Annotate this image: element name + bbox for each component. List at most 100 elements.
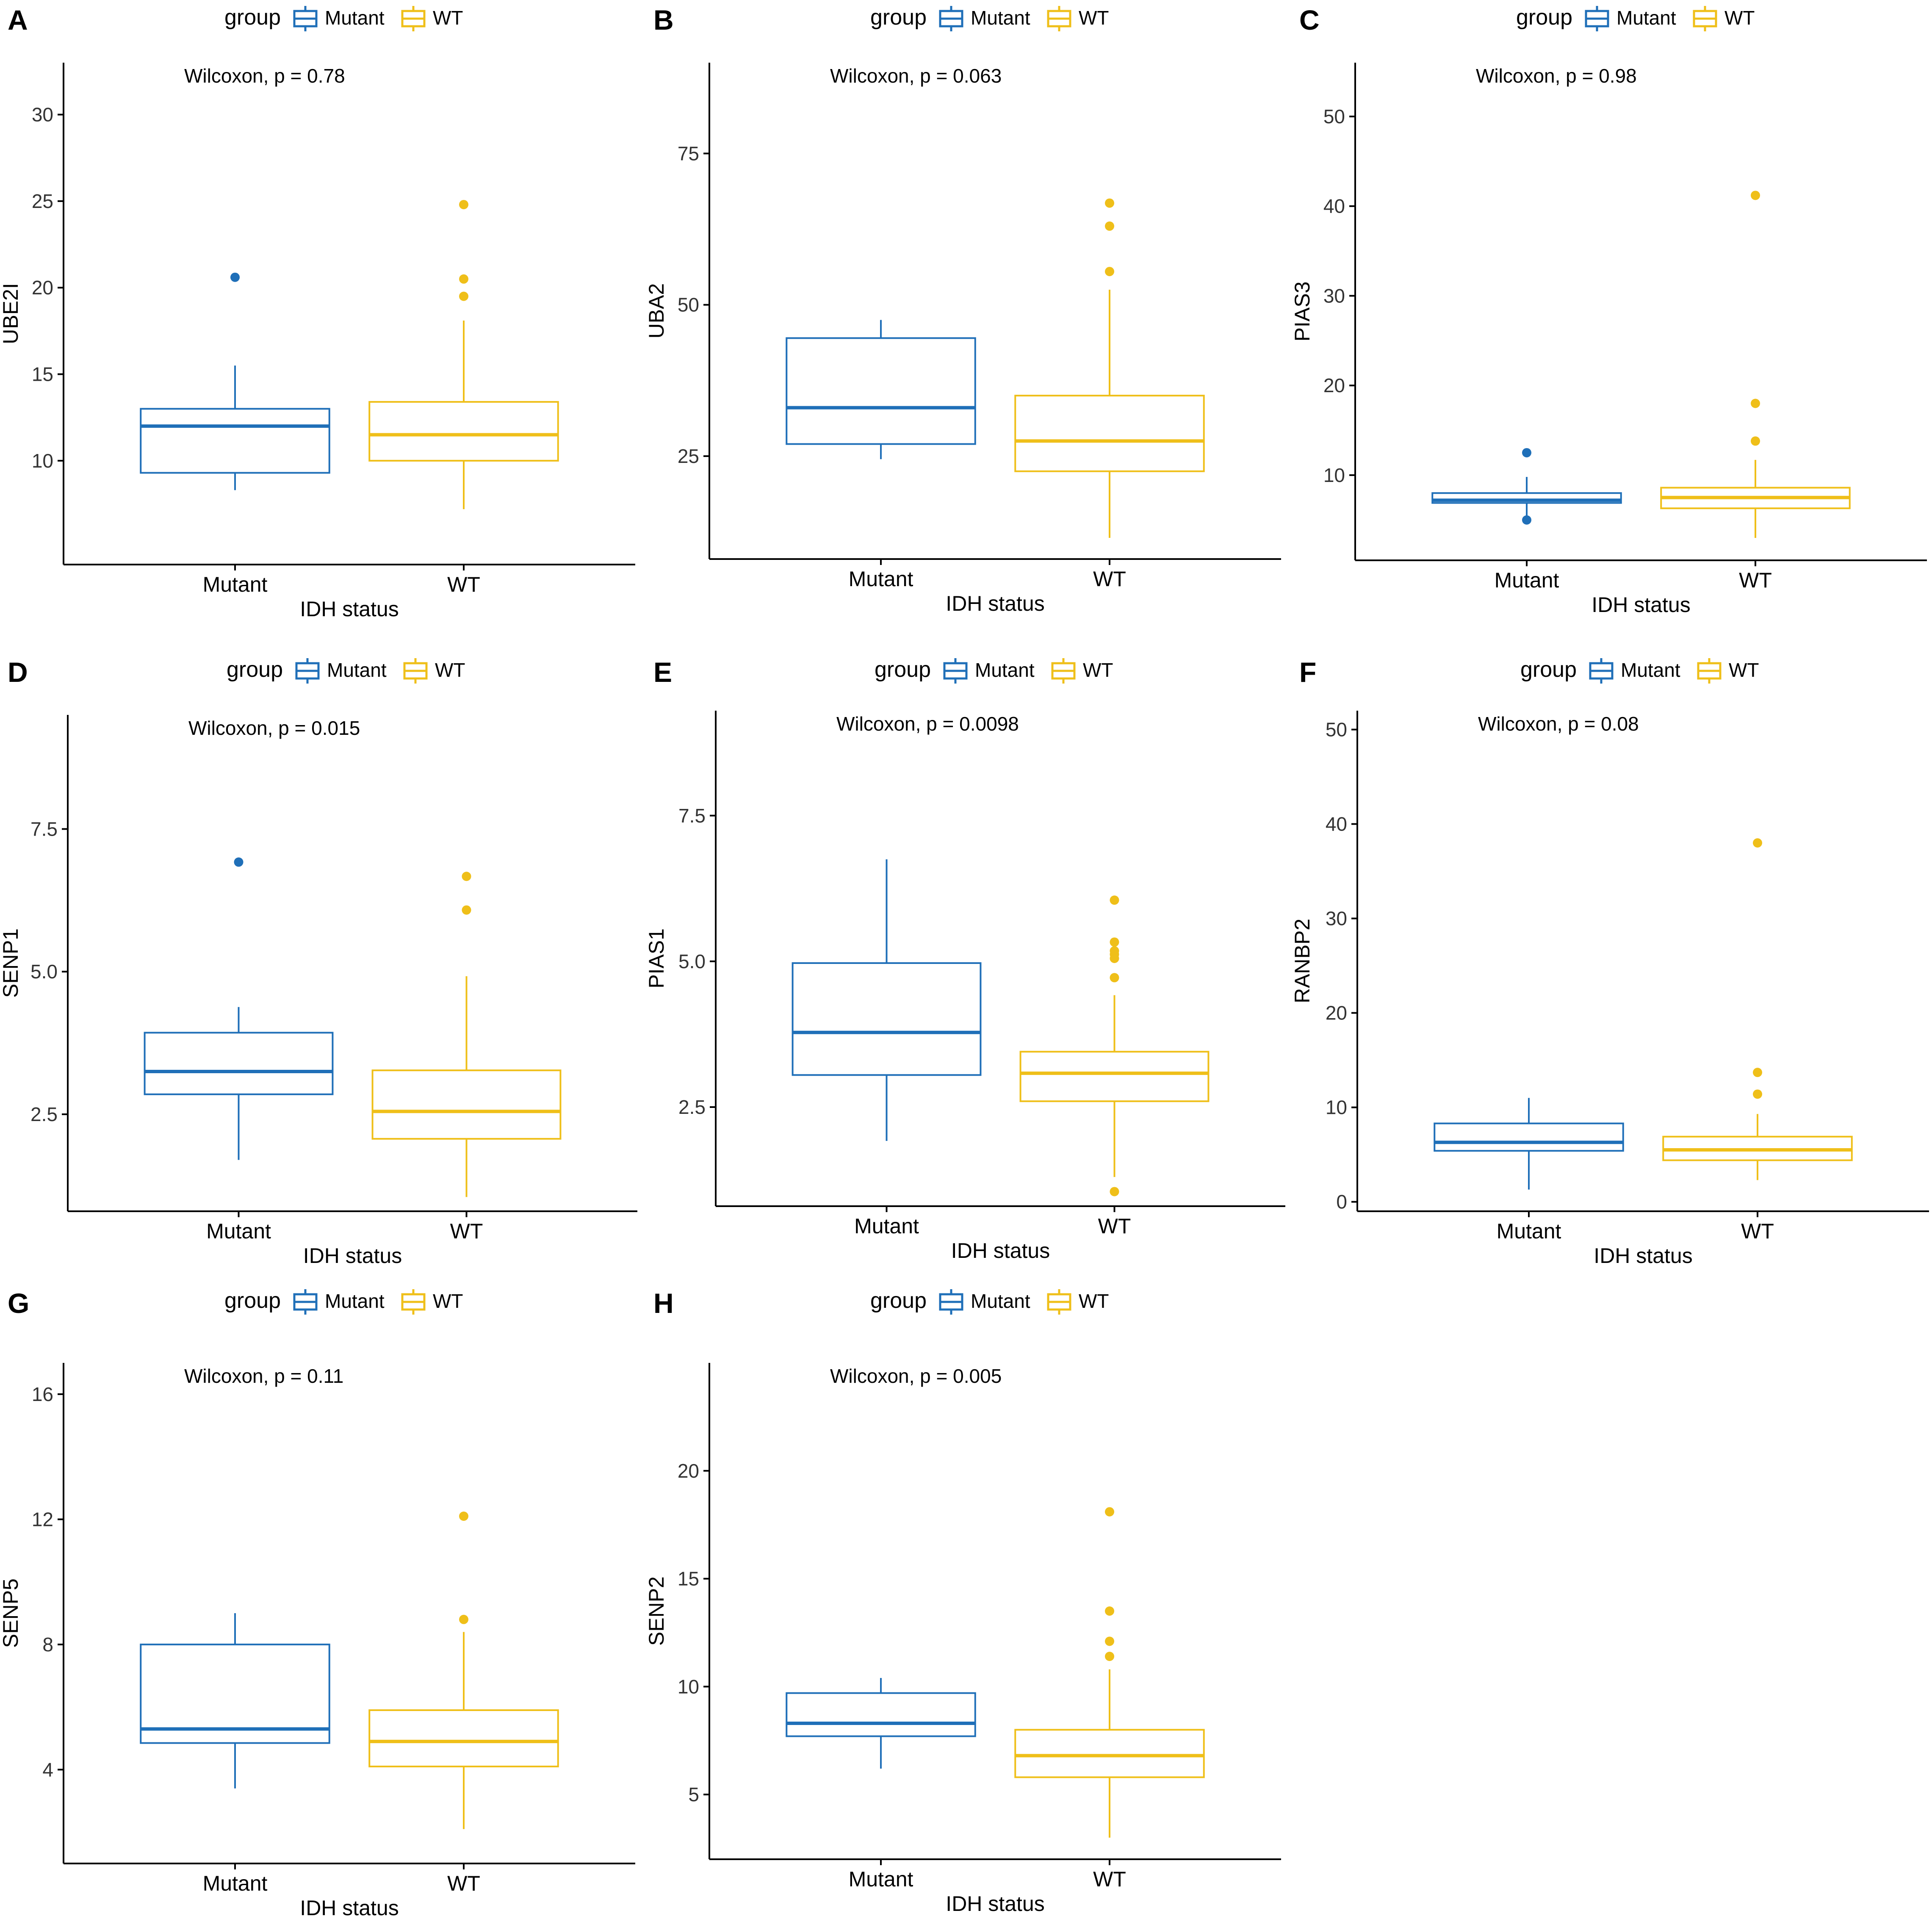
y-tick-label: 50: [1326, 719, 1347, 741]
y-axis-title: UBA2: [645, 283, 668, 339]
legend-label-wt: WT: [1729, 659, 1759, 681]
legend-label-wt: WT: [1724, 7, 1755, 29]
wilcoxon-annotation: Wilcoxon, p = 0.015: [188, 717, 360, 739]
y-tick-label: 20: [678, 1460, 699, 1482]
legend-title: group: [1520, 657, 1577, 682]
outlier-point: [1110, 973, 1119, 983]
panel-letter: A: [8, 4, 28, 36]
outlier-point: [1105, 1507, 1114, 1517]
y-tick-label: 2.5: [30, 1103, 58, 1125]
x-tick-label: Mutant: [849, 567, 913, 591]
y-tick-label: 25: [32, 190, 53, 212]
outlier-point: [1105, 1652, 1114, 1661]
legend-label-wt: WT: [1083, 659, 1113, 681]
y-tick-label: 10: [1326, 1096, 1347, 1119]
x-tick-label: WT: [1741, 1219, 1774, 1243]
y-tick-label: 4: [42, 1758, 53, 1780]
legend: group Mutant WT: [870, 5, 1109, 31]
outlier-point: [459, 200, 468, 210]
legend-label-mutant: Mutant: [971, 7, 1030, 29]
wilcoxon-annotation: Wilcoxon, p = 0.063: [830, 65, 1002, 87]
outlier-point: [1110, 946, 1119, 956]
box-wt: [371, 872, 562, 1197]
x-axis-title: IDH status: [946, 1892, 1044, 1916]
y-tick-label: 30: [1323, 285, 1345, 307]
legend-label-wt: WT: [1079, 1290, 1109, 1312]
outlier-point: [1522, 448, 1531, 457]
y-tick-label: 30: [1326, 908, 1347, 930]
x-tick-label: Mutant: [203, 1872, 268, 1895]
y-tick-label: 15: [32, 363, 53, 385]
legend-label-wt: WT: [433, 1290, 463, 1312]
x-tick-label: WT: [447, 1872, 480, 1895]
legend-label-mutant: Mutant: [1621, 659, 1680, 681]
legend: group Mutant WT: [227, 657, 465, 684]
box-mutant: [144, 857, 334, 1160]
wilcoxon-annotation: Wilcoxon, p = 0.0098: [836, 713, 1019, 735]
box-wt: [368, 1511, 559, 1829]
legend-label-mutant: Mutant: [325, 1290, 385, 1312]
iqr-box: [792, 962, 982, 1076]
x-tick-label: WT: [447, 573, 480, 596]
legend: group Mutant WT: [224, 5, 463, 31]
panel-letter: E: [653, 656, 672, 688]
legend-key-mutant: [1585, 6, 1609, 31]
x-axis-title: IDH status: [300, 597, 399, 621]
y-axis-title: SENP5: [0, 1578, 22, 1648]
y-axis-title: SENP2: [645, 1576, 668, 1646]
iqr-box: [140, 408, 330, 474]
outlier-point: [1105, 198, 1114, 208]
box-wt: [1014, 1507, 1205, 1838]
y-tick-label: 5.0: [30, 961, 58, 983]
iqr-box: [371, 1069, 562, 1140]
x-tick-label: Mutant: [1497, 1219, 1561, 1243]
legend: group Mutant WT: [875, 657, 1113, 684]
outlier-point: [1110, 937, 1119, 947]
y-tick-label: 0: [1336, 1191, 1347, 1213]
y-tick-label: 15: [678, 1568, 699, 1590]
x-tick-label: Mutant: [849, 1867, 913, 1891]
outlier-point: [1105, 1606, 1114, 1616]
iqr-box: [1014, 1729, 1205, 1778]
y-axis-title: UBE2I: [0, 283, 22, 344]
y-tick-label: 20: [1323, 374, 1345, 396]
y-tick-label: 5: [688, 1783, 699, 1805]
x-tick-label: Mutant: [854, 1214, 919, 1238]
panel-letter: F: [1299, 656, 1316, 688]
box-wt: [1014, 198, 1205, 538]
y-axis-title: RANBP2: [1290, 919, 1314, 1003]
x-axis-title: IDH status: [1592, 593, 1690, 617]
legend: group Mutant WT: [1516, 5, 1755, 31]
outlier-point: [1753, 838, 1762, 848]
y-tick-label: 40: [1326, 813, 1347, 835]
x-tick-label: WT: [450, 1219, 483, 1243]
wilcoxon-annotation: Wilcoxon, p = 0.98: [1476, 65, 1637, 87]
y-tick-label: 7.5: [30, 818, 58, 840]
y-tick-label: 10: [1323, 464, 1345, 486]
y-tick-label: 2.5: [678, 1096, 706, 1118]
outlier-point: [459, 1511, 468, 1521]
box-wt: [368, 200, 559, 509]
legend-key-wt: [1051, 658, 1076, 684]
y-axis-title: PIAS1: [645, 928, 668, 988]
box-mutant: [786, 1678, 976, 1769]
legend-key-mutant: [293, 6, 318, 31]
panel-letter: D: [8, 656, 28, 688]
y-tick-label: 50: [1323, 105, 1345, 127]
iqr-box: [786, 337, 976, 445]
legend-label-mutant: Mutant: [325, 7, 385, 29]
panel-letter: C: [1299, 4, 1320, 36]
panel-letter: B: [653, 4, 674, 36]
legend: group Mutant WT: [224, 1288, 463, 1315]
box-mutant: [1434, 1098, 1624, 1190]
legend-title: group: [227, 657, 283, 682]
legend-label-mutant: Mutant: [971, 1290, 1030, 1312]
outlier-point: [1751, 399, 1760, 408]
x-tick-label: WT: [1098, 1214, 1131, 1238]
